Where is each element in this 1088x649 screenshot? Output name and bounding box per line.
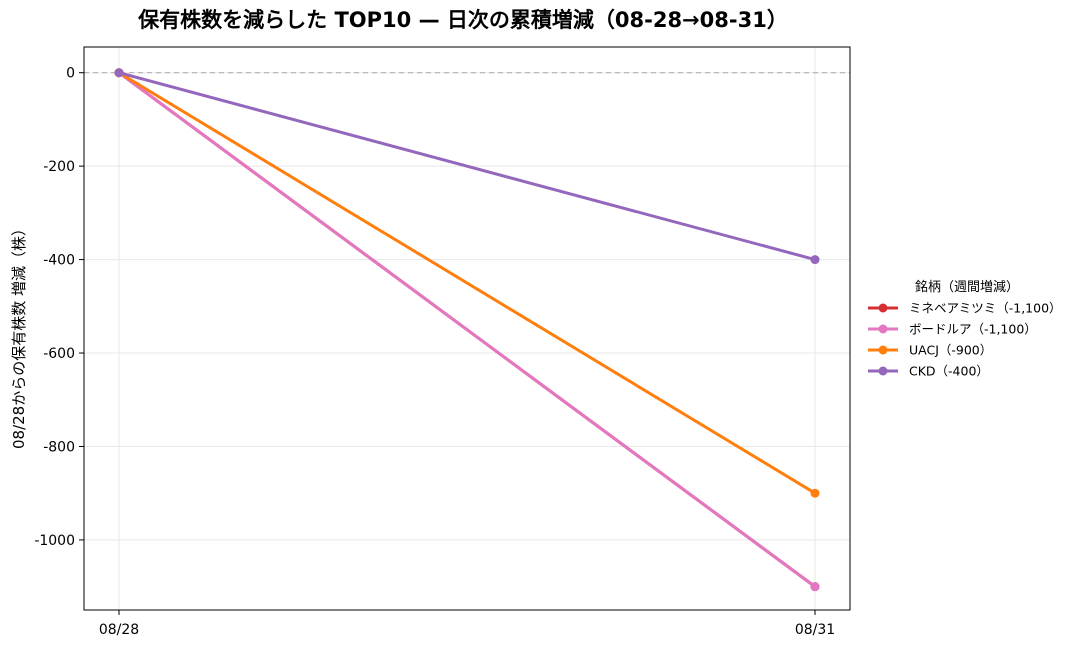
legend-item: ミネベアミツミ（-1,100） bbox=[868, 301, 1062, 316]
legend-swatch-marker bbox=[878, 366, 888, 376]
plot-frame bbox=[83, 46, 851, 611]
series-3 bbox=[114, 68, 820, 498]
y-axis-label: 08/28からの保有株数 増減（株） bbox=[10, 221, 28, 449]
legend-label: ボードルア（-1,100） bbox=[909, 322, 1037, 337]
y-tick-label: -600 bbox=[43, 346, 75, 362]
series-line bbox=[118, 71, 816, 262]
data-point bbox=[810, 582, 820, 592]
series-layer bbox=[114, 68, 820, 592]
legend-items: ミネベアミツミ（-1,100） ボードルア（-1,100） UACJ（-900） CK… bbox=[868, 301, 1062, 379]
legend-label: ミネベアミツミ（-1,100） bbox=[909, 301, 1062, 316]
chart-title: 保有株数を減らした TOP10 — 日次の累積増減（08-28→08-31） bbox=[137, 8, 788, 32]
y-tick-label: 0 bbox=[66, 66, 75, 82]
legend-title: 銘柄（週間増減） bbox=[915, 279, 1019, 295]
grid bbox=[84, 47, 850, 610]
data-point bbox=[810, 255, 820, 265]
series-line bbox=[118, 71, 816, 588]
y-tick-label: -400 bbox=[43, 253, 75, 269]
series-line bbox=[118, 71, 816, 495]
legend-label: UACJ（-900） bbox=[909, 343, 992, 358]
legend: 銘柄（週間増減） ミネベアミツミ（-1,100） ボードルア（-1,100） UAC… bbox=[868, 279, 1062, 379]
legend-item: ボードルア（-1,100） bbox=[868, 322, 1037, 337]
legend-item: UACJ（-900） bbox=[868, 343, 992, 358]
data-point bbox=[810, 488, 820, 498]
legend-label: CKD（-400） bbox=[909, 364, 989, 379]
legend-item: CKD（-400） bbox=[868, 364, 989, 379]
legend-swatch-marker bbox=[878, 303, 888, 313]
series-4 bbox=[114, 68, 820, 265]
y-axis-ticks: 0 -200 -400 -600 -800 -1000 bbox=[34, 66, 84, 549]
y-tick-label: -1000 bbox=[34, 533, 75, 549]
x-tick-label: 08/31 bbox=[795, 622, 835, 638]
legend-swatch-marker bbox=[878, 324, 888, 334]
y-tick-label: -200 bbox=[43, 159, 75, 175]
x-tick-label: 08/28 bbox=[99, 622, 139, 638]
legend-swatch-marker bbox=[878, 345, 888, 355]
x-axis-ticks: 08/28 08/31 bbox=[99, 610, 835, 638]
y-tick-label: -800 bbox=[43, 439, 75, 455]
series-2 bbox=[114, 68, 820, 592]
data-point bbox=[114, 68, 124, 78]
